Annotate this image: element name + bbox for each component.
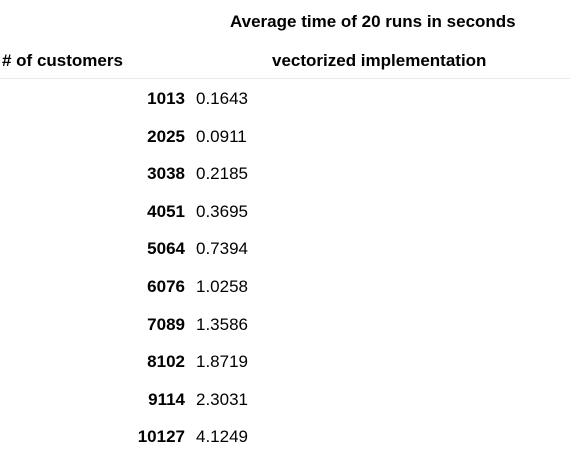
row-time: 0.2185 xyxy=(196,164,248,184)
table-row: 7089 1.3586 xyxy=(0,306,570,344)
row-customers: 1013 xyxy=(147,89,185,108)
row-time: 1.0258 xyxy=(196,276,248,296)
row-time: 0.1643 xyxy=(196,89,248,108)
row-customers: 9114 xyxy=(148,389,185,409)
row-time: 2.3031 xyxy=(196,389,248,409)
row-customers: 4051 xyxy=(147,201,185,221)
table-row: 5064 0.7394 xyxy=(0,230,570,268)
row-customers: 2025 xyxy=(147,126,185,146)
table-row: 2025 0.0911 xyxy=(0,118,570,156)
table-row: 10127 4.1249 xyxy=(0,418,570,456)
table-header-row: # of customers vectorized implementation xyxy=(0,44,570,79)
row-time: 4.1249 xyxy=(196,427,248,447)
table-body: 1013 0.1643 2025 0.0911 3038 0.2185 4051… xyxy=(0,80,570,456)
row-time: 0.0911 xyxy=(196,126,247,146)
table-header-group: Average time of 20 runs in seconds xyxy=(0,0,570,44)
row-customers: 6076 xyxy=(147,276,185,296)
row-time: 1.8719 xyxy=(196,352,248,372)
index-header: # of customers xyxy=(2,51,123,70)
table-row: 4051 0.3695 xyxy=(0,193,570,231)
row-customers: 7089 xyxy=(147,314,185,334)
table-row: 9114 2.3031 xyxy=(0,381,570,419)
row-customers: 8102 xyxy=(147,352,185,372)
table-row: 1013 0.1643 xyxy=(0,80,570,118)
table-row: 3038 0.2185 xyxy=(0,155,570,193)
row-time: 1.3586 xyxy=(196,314,248,334)
row-time: 0.3695 xyxy=(196,201,248,221)
row-customers: 3038 xyxy=(147,164,185,184)
column-group-title: Average time of 20 runs in seconds xyxy=(230,12,516,31)
table-row: 8102 1.8719 xyxy=(0,343,570,381)
row-time: 0.7394 xyxy=(196,239,248,259)
row-customers: 10127 xyxy=(137,427,185,447)
row-customers: 5064 xyxy=(147,239,185,259)
column-header-vectorized: vectorized implementation xyxy=(272,51,487,70)
table-row: 6076 1.0258 xyxy=(0,268,570,306)
